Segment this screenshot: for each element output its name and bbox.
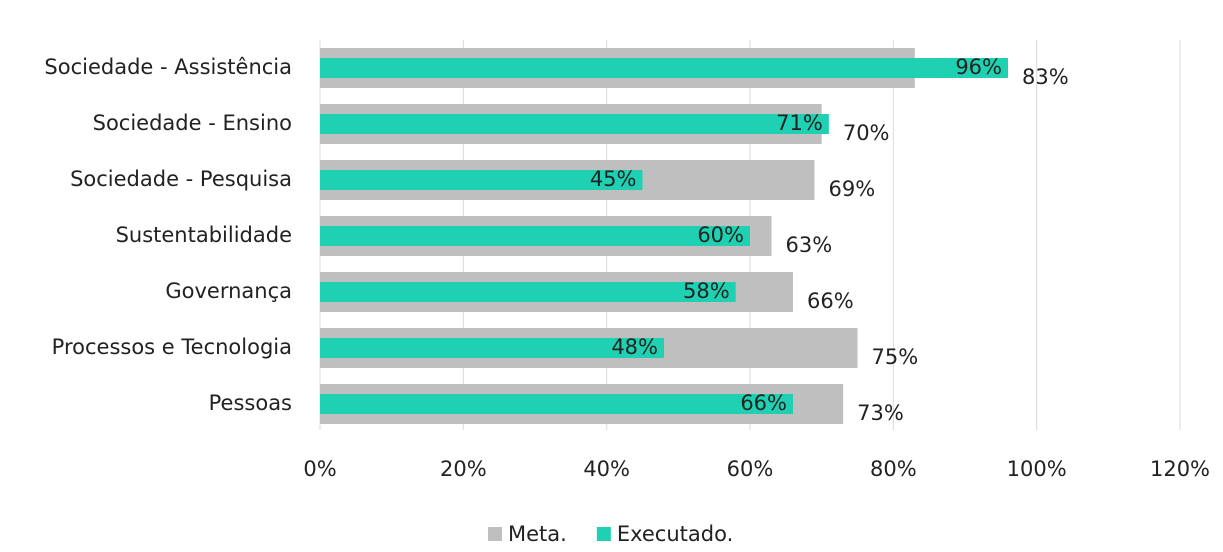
y-tick-label: Processos e Tecnologia [52, 335, 292, 359]
data-label: 66% [740, 391, 787, 415]
data-label: 66% [807, 289, 854, 313]
data-label: 73% [857, 401, 904, 425]
y-tick-label: Pessoas [209, 391, 292, 415]
data-label: 71% [776, 111, 823, 135]
data-label: 58% [683, 279, 730, 303]
x-tick-label: 40% [583, 457, 630, 481]
y-tick-label: Sociedade - Assistência [44, 55, 292, 79]
legend-swatch [596, 527, 611, 541]
data-label: 45% [590, 167, 637, 191]
data-label: 60% [697, 223, 744, 247]
bar [320, 338, 664, 358]
data-label: 69% [829, 177, 876, 201]
data-label: 96% [955, 55, 1002, 79]
bar [320, 226, 750, 246]
bar [320, 170, 643, 190]
data-label: 48% [611, 335, 658, 359]
x-tick-label: 120% [1150, 457, 1210, 481]
data-label: 70% [843, 121, 890, 145]
y-tick-label: Governança [165, 279, 292, 303]
x-tick-label: 20% [440, 457, 487, 481]
x-tick-label: 80% [870, 457, 917, 481]
bar [320, 114, 829, 134]
y-tick-label: Sociedade - Pesquisa [70, 167, 292, 191]
x-tick-label: 60% [727, 457, 774, 481]
legend-label: Meta. [508, 522, 567, 546]
legend-swatch [488, 527, 502, 541]
x-tick-label: 100% [1007, 457, 1067, 481]
bar [320, 282, 736, 302]
legend-label: Executado. [617, 522, 733, 546]
bar [320, 58, 1008, 78]
data-label: 63% [786, 233, 833, 257]
y-tick-label: Sociedade - Ensino [93, 111, 292, 135]
bar [320, 394, 793, 414]
data-label: 75% [872, 345, 919, 369]
x-tick-label: 0% [303, 457, 336, 481]
y-tick-label: Sustentabilidade [116, 223, 292, 247]
data-label: 83% [1022, 65, 1069, 89]
